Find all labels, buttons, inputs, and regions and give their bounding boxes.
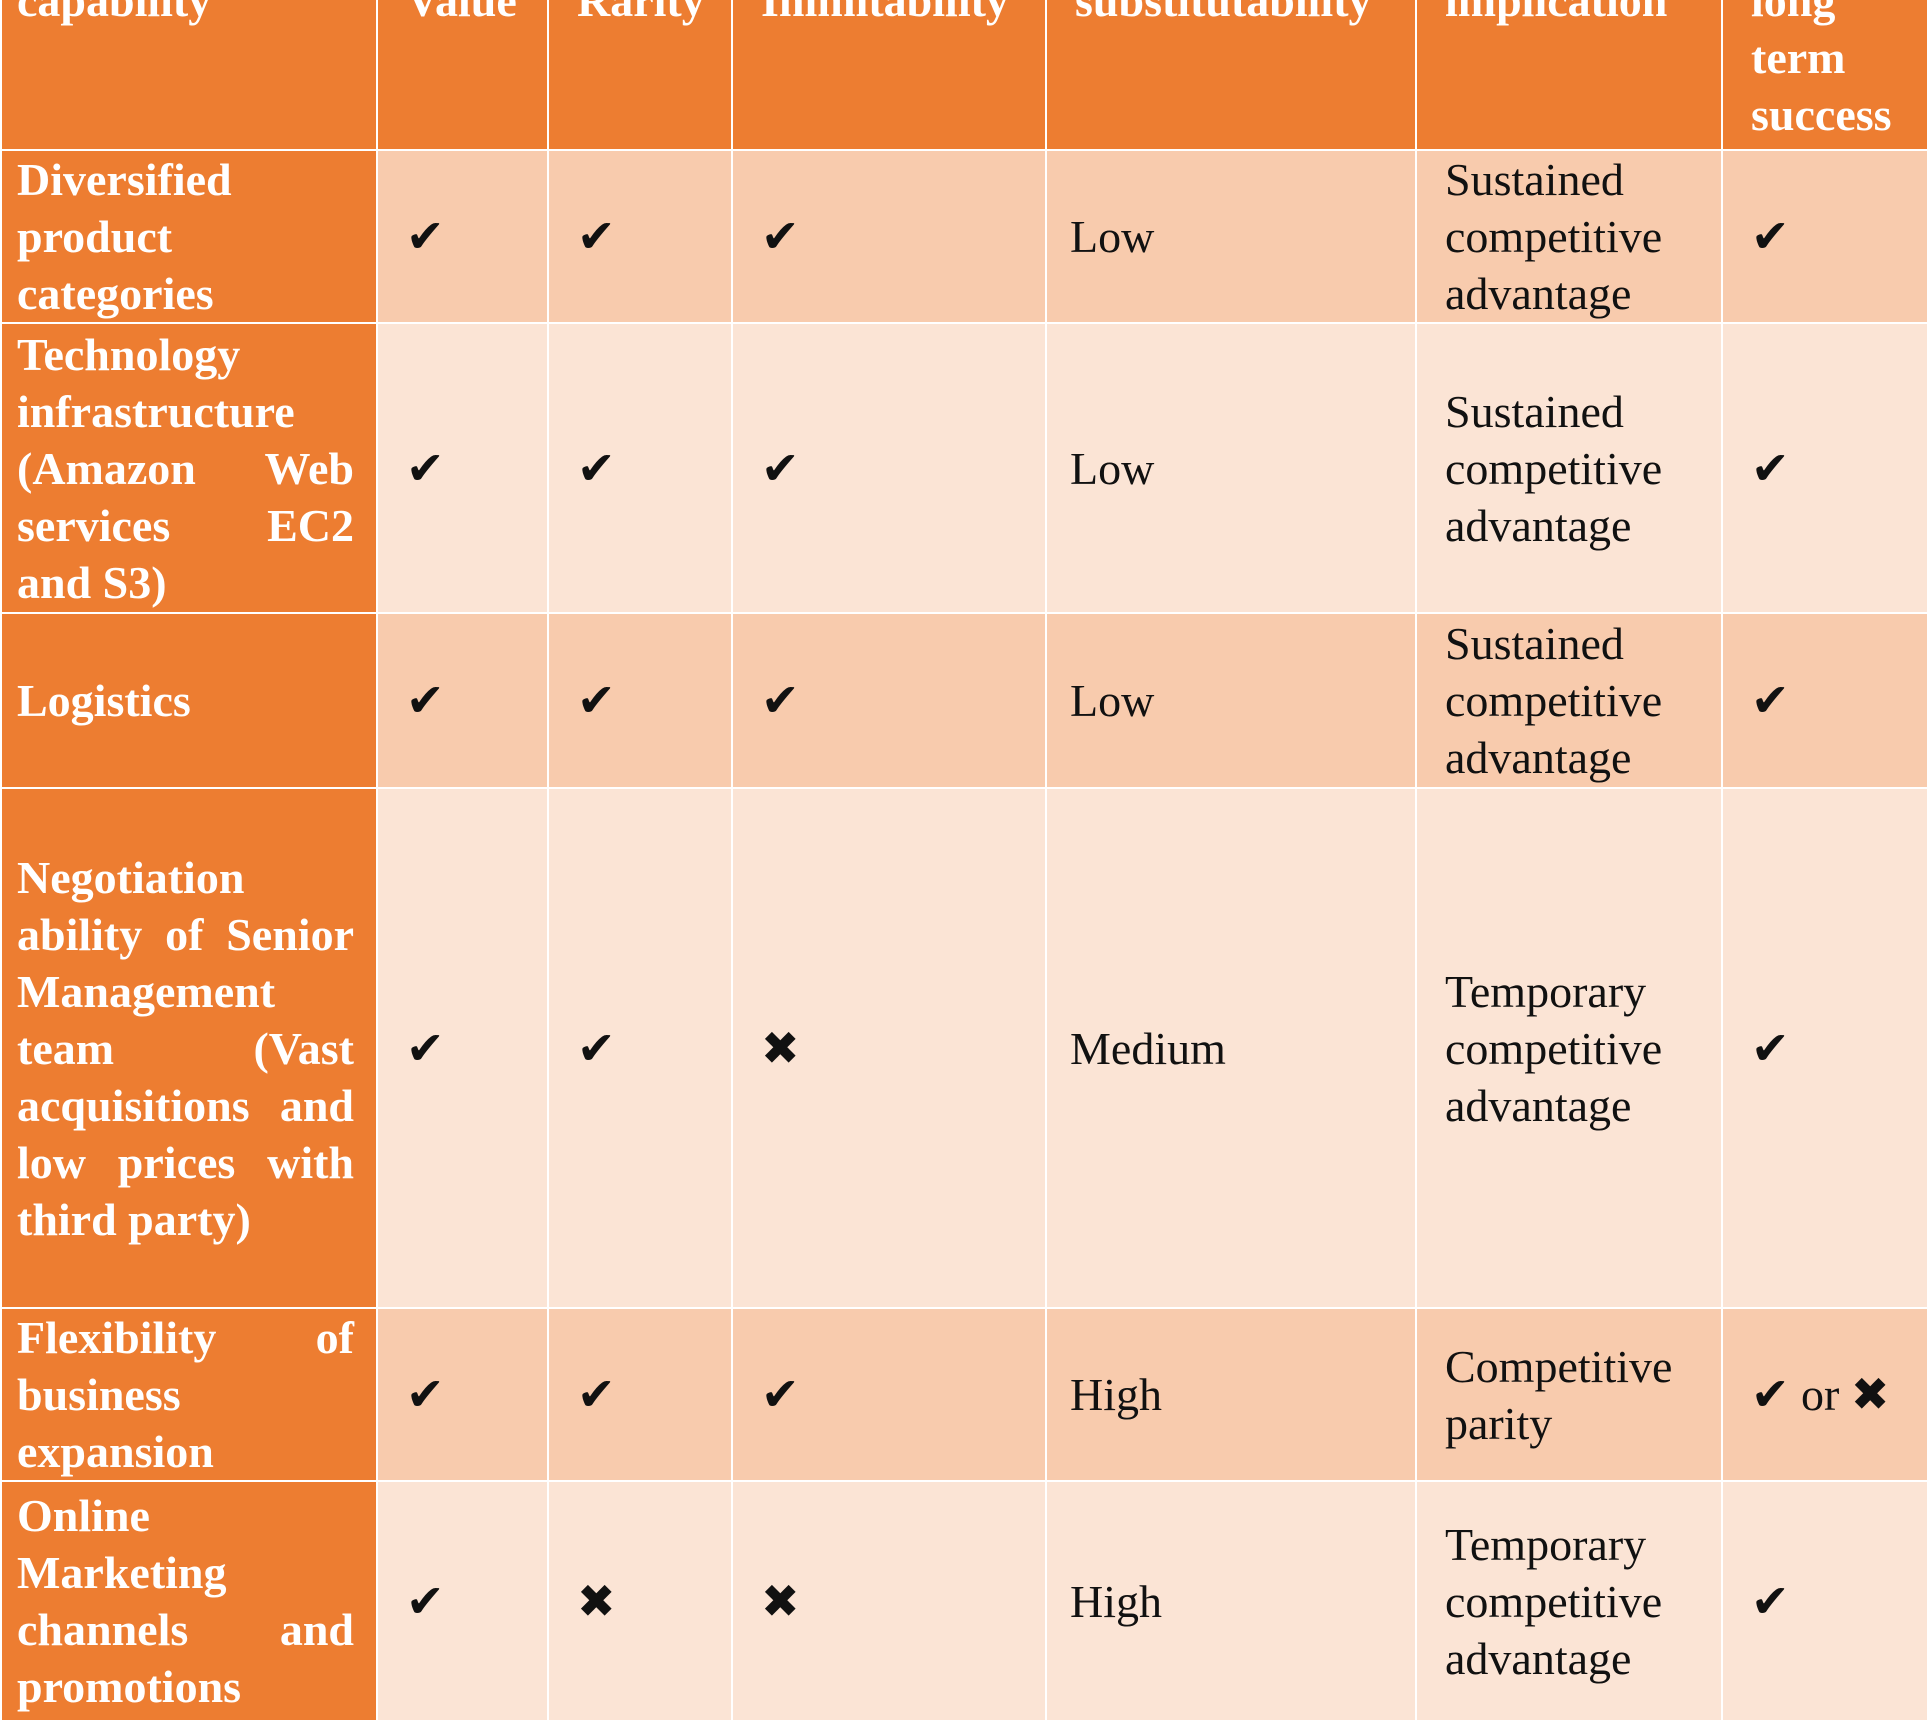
table-cell: ✔ (731, 612, 1047, 789)
table-cell: ✔ (731, 322, 1047, 614)
header-cell: Inimitability (731, 0, 1047, 151)
header-cell: substitutability (1045, 0, 1417, 151)
table-cell: ✖ (547, 1480, 733, 1722)
table-cell: High (1045, 1480, 1417, 1722)
table-row: Diversified product categories ✔ ✔ ✔ Low Sust… (0, 149, 1927, 324)
table-row: Online Marketing channels and promotions… (0, 1480, 1927, 1722)
table-row: Logistics ✔ ✔ ✔ Low Sustained competitive adv… (0, 612, 1927, 789)
row-label: Negotiation ability of Senior Management… (0, 787, 378, 1309)
row-label: Technology infrastructure (Amazon Web se… (0, 322, 378, 614)
table-cell: ✔ (1721, 322, 1927, 614)
table-cell: ✖ (731, 1480, 1047, 1722)
table-cell: Low (1045, 322, 1417, 614)
table-row: Flexibility of business expansion ✔ ✔ ✔ High… (0, 1307, 1927, 1482)
header-cell: long term success (1721, 0, 1927, 151)
table-cell: ✔ (547, 1307, 733, 1482)
table-cell: ✔ (376, 1480, 549, 1722)
table-cell: ✔ (1721, 612, 1927, 789)
header-cell: Rarity (547, 0, 733, 151)
table-row: Technology infrastructure (Amazon Web se… (0, 322, 1927, 614)
table-cell: Temporary competitive advantage (1415, 1480, 1723, 1722)
row-label: Online Marketing channels and promotions (0, 1480, 378, 1722)
table-cell: ✔ (376, 612, 549, 789)
table-cell: ✔ (731, 1307, 1047, 1482)
table-cell: High (1045, 1307, 1417, 1482)
table-cell: ✔ (547, 787, 733, 1309)
table-cell: ✔ (1721, 787, 1927, 1309)
table-cell: Temporary competitive advantage (1415, 787, 1723, 1309)
row-label: Logistics (0, 612, 378, 789)
table-cell: ✔ or ✖ (1721, 1307, 1927, 1482)
table-cell: ✔ (547, 149, 733, 324)
table-cell: ✔ (547, 322, 733, 614)
table-cell: Competitive parity (1415, 1307, 1723, 1482)
table-cell: ✔ (376, 149, 549, 324)
table-cell: ✔ (1721, 1480, 1927, 1722)
table-cell: ✔ (376, 1307, 549, 1482)
table-cell: ✔ (376, 322, 549, 614)
header-row: capability Value Rarity Inimitability substi… (0, 0, 1927, 151)
header-cell: Value (376, 0, 549, 151)
table-cell: ✔ (376, 787, 549, 1309)
table-cell: ✔ (731, 149, 1047, 324)
table-row: Negotiation ability of Senior Management… (0, 787, 1927, 1309)
table-cell: Low (1045, 149, 1417, 324)
header-cell: implication (1415, 0, 1723, 151)
header-cell: capability (0, 0, 378, 151)
table-cell: Medium (1045, 787, 1417, 1309)
table-cell: Sustained competitive advantage (1415, 322, 1723, 614)
table-cell: Low (1045, 612, 1417, 789)
table-cell: ✔ (1721, 149, 1927, 324)
table-cell: Sustained competitive advantage (1415, 149, 1723, 324)
row-label: Flexibility of business expansion (0, 1307, 378, 1482)
row-label: Diversified product categories (0, 149, 378, 324)
table-cell: Sustained competitive advantage (1415, 612, 1723, 789)
table-cell: ✔ (547, 612, 733, 789)
table-cell: ✖ (731, 787, 1047, 1309)
